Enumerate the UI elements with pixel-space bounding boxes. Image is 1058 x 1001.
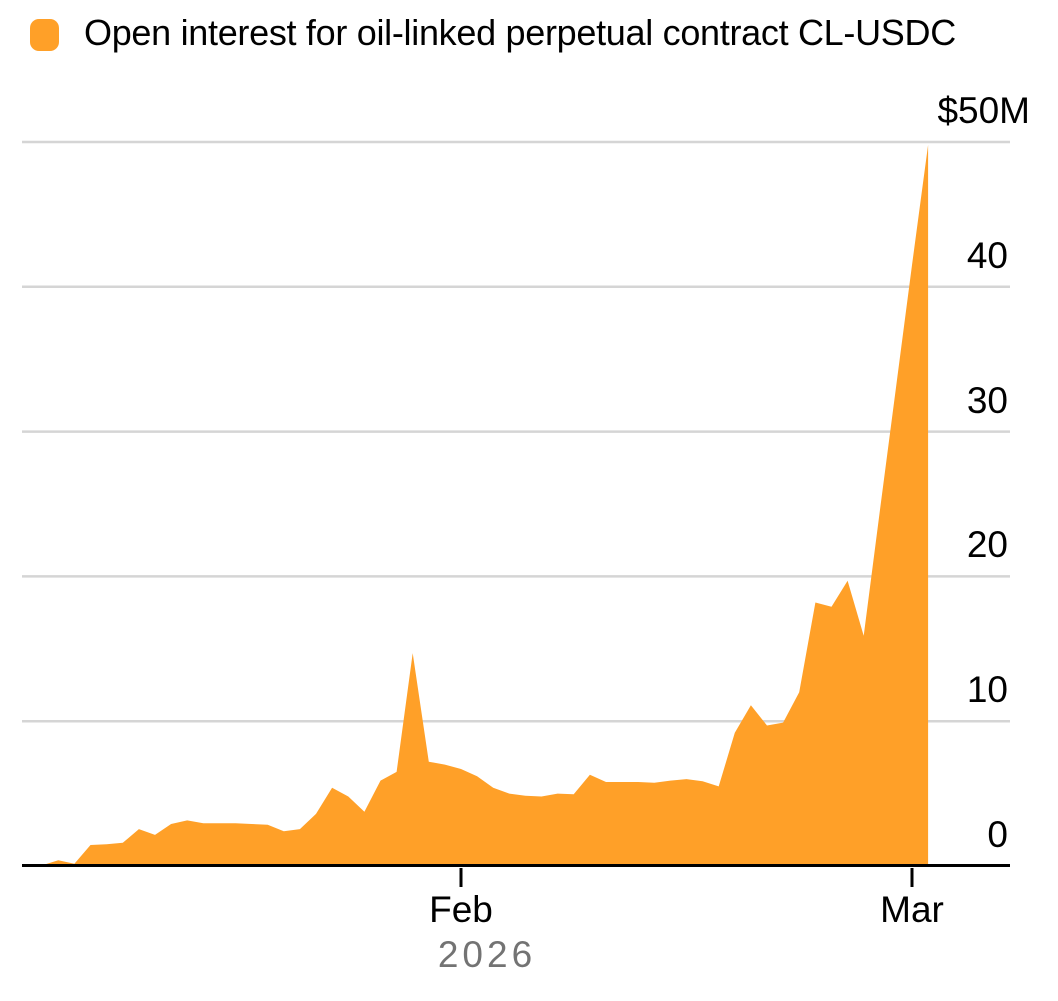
y-tick-label: $50M xyxy=(937,90,1030,131)
chart-title: Open interest for oil-linked perpetual c… xyxy=(84,12,956,53)
y-tick-label: 30 xyxy=(966,379,1008,421)
x-axis-year-label: 2026 xyxy=(437,934,537,975)
area-series xyxy=(42,144,929,866)
x-tick-label-feb: Feb xyxy=(429,889,493,930)
legend: Open interest for oil-linked perpetual c… xyxy=(30,10,956,56)
x-tick-label-mar: Mar xyxy=(880,889,944,930)
y-tick-label: 10 xyxy=(966,669,1008,711)
legend-swatch-icon xyxy=(30,19,59,51)
y-tick-label: 40 xyxy=(966,234,1008,276)
y-tick-label: 20 xyxy=(966,524,1008,566)
y-tick-label: 0 xyxy=(987,814,1008,855)
